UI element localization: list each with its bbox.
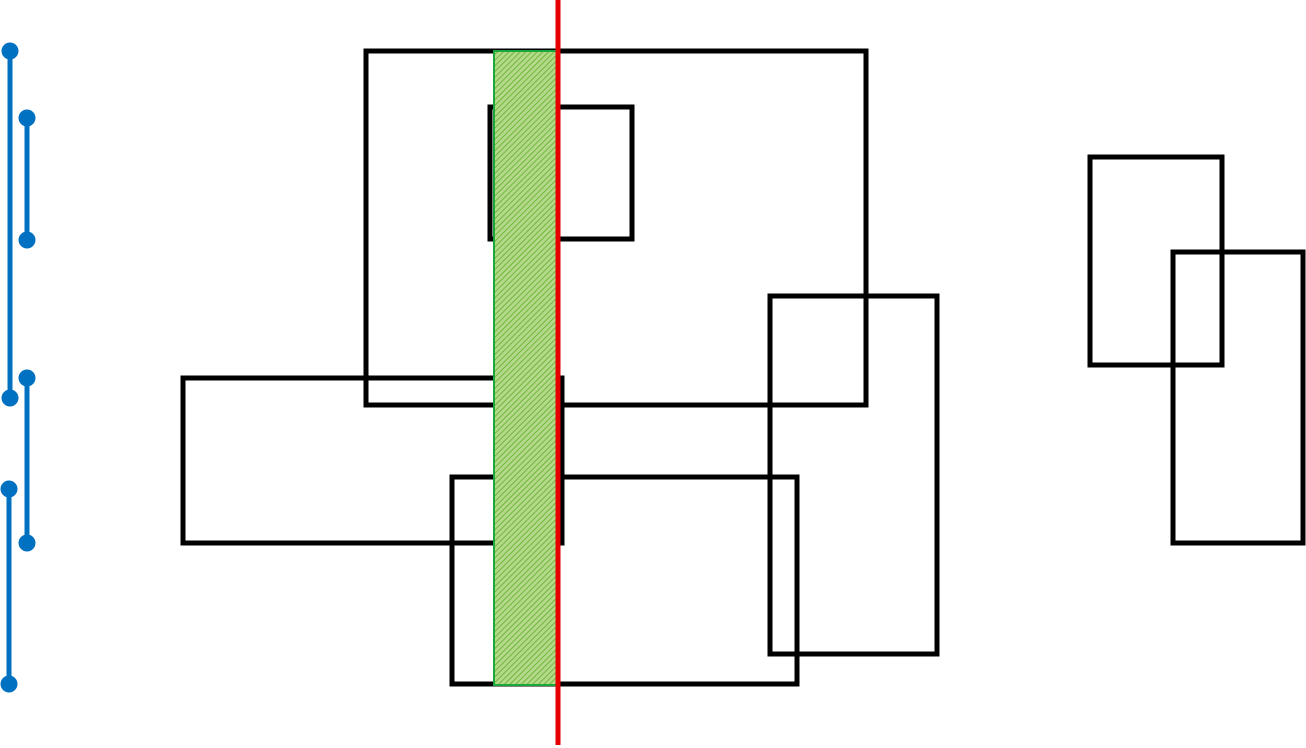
interval-end-dot [18,231,36,249]
interval-bars-group [0,42,36,693]
interval-start-dot [18,109,36,127]
rectangle-4 [449,474,800,687]
rectangle-6 [1087,154,1225,368]
interval-bar-3 [18,369,36,552]
rectangles-group [180,48,1306,687]
rectangle-5 [767,293,940,657]
interval-start-dot [18,369,36,387]
rectangle-1 [363,48,869,408]
interval-end-dot [0,675,18,693]
interval-bar-1 [1,42,19,407]
interval-bar-4 [0,480,18,693]
interval-end-dot [1,389,19,407]
rectangle-7 [1170,249,1306,546]
interval-end-dot [18,534,36,552]
active-band-group [493,50,559,686]
active-band [493,50,559,686]
interval-start-dot [0,480,18,498]
interval-start-dot [1,42,19,60]
interval-bar-2 [18,109,36,249]
rectangle-2 [487,104,635,242]
rectangle-3 [180,375,565,546]
